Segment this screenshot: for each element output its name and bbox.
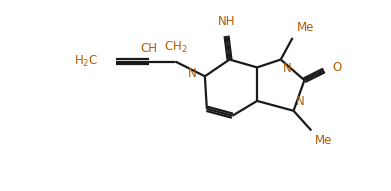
Text: Me: Me bbox=[315, 134, 333, 147]
Text: $\mathregular{CH_2}$: $\mathregular{CH_2}$ bbox=[165, 40, 188, 55]
Text: O: O bbox=[332, 61, 341, 74]
Text: N: N bbox=[283, 62, 291, 75]
Text: N: N bbox=[296, 95, 304, 108]
Text: NH: NH bbox=[218, 15, 235, 28]
Text: N: N bbox=[188, 67, 197, 80]
Text: Me: Me bbox=[296, 21, 314, 34]
Text: $\mathregular{H_2C}$: $\mathregular{H_2C}$ bbox=[74, 54, 99, 69]
Text: CH: CH bbox=[140, 42, 157, 55]
